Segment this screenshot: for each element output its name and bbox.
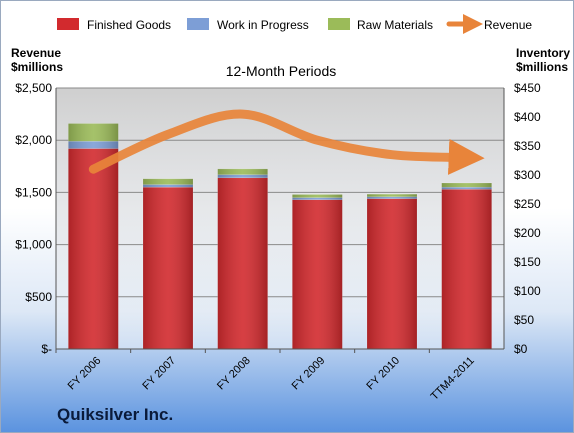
category-label: FY 2007 [140,355,178,393]
category-label: FY 2010 [364,355,402,393]
bar-shading [143,178,193,349]
bar-shading [367,194,417,349]
chart-title: 12-Month Periods [226,63,337,79]
right-tick-label: $250 [514,197,541,211]
right-axis-label-line2: $millions [516,60,568,74]
left-tick-label: $- [41,342,52,356]
left-tick-label: $2,000 [15,133,52,147]
bar-shading [441,183,492,349]
legend: Finished Goods Work in Progress Raw Mate… [57,14,532,34]
right-tick-label: $150 [514,255,541,269]
left-axis-label-line2: $millions [11,60,63,74]
plot-area [56,88,504,349]
left-tick-label: $2,500 [15,81,52,95]
category-label: TTM4-2011 [429,355,477,403]
bar-shading [292,194,343,349]
right-tick-label: $200 [514,226,541,240]
left-tick-label: $1,500 [15,185,52,199]
category-label: FY 2006 [66,355,104,393]
right-tick-label: $400 [514,110,541,124]
right-tick-label: $450 [514,81,541,95]
bar-shading [217,168,268,349]
legend-swatch-raw-materials [328,18,350,30]
legend-label-finished-goods: Finished Goods [87,18,171,32]
legend-label-revenue: Revenue [484,18,532,32]
company-name: Quiksilver Inc. [57,405,173,424]
legend-swatch-work-in-progress [187,18,209,30]
revenue-line [88,109,485,175]
right-axis-label-line1: Inventory [516,46,570,60]
right-tick-label: $50 [514,313,534,327]
category-label: FY 2008 [215,355,253,393]
legend-label-raw-materials: Raw Materials [357,18,433,32]
right-tick-label: $300 [514,168,541,182]
bars [68,123,492,350]
category-label: FY 2009 [290,355,328,393]
legend-swatch-finished-goods [57,18,79,30]
left-axis-label-line1: Revenue [11,46,61,60]
left-tick-label: $500 [25,290,52,304]
right-tick-label: $100 [514,284,541,298]
right-tick-label: $350 [514,139,541,153]
left-tick-label: $1,000 [15,238,52,252]
revenue-line-layer [88,109,485,175]
legend-label-work-in-progress: Work in Progress [217,18,309,32]
right-tick-label: $0 [514,342,528,356]
